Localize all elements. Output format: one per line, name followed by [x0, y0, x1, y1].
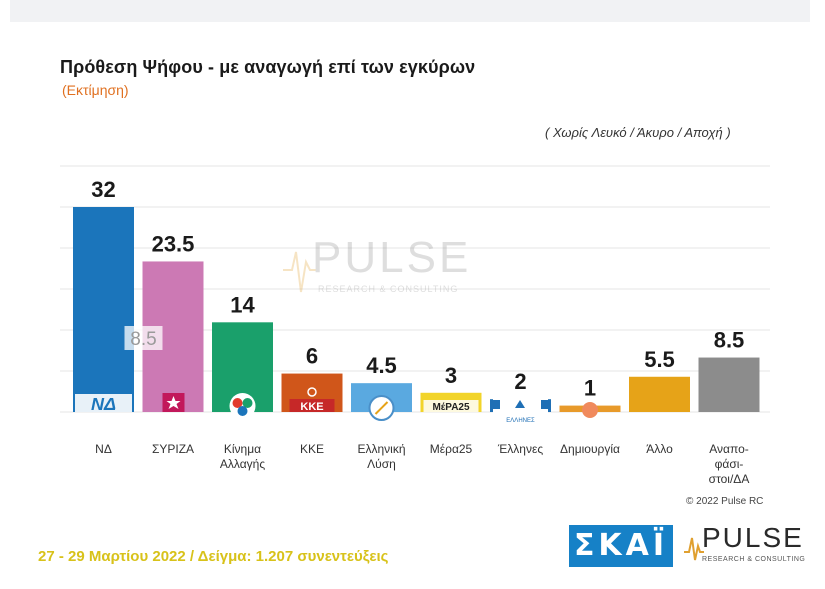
- category-label: Αλλαγής: [220, 457, 265, 471]
- value-label: 3: [445, 363, 457, 388]
- mera25-logo: ΜέΡΑ25: [432, 402, 470, 413]
- value-label: 23.5: [152, 231, 195, 256]
- category-label: στοι/ΔΑ: [709, 472, 750, 486]
- pulse-logo-tagline: RESEARCH & CONSULTING: [702, 556, 806, 563]
- category-label: Λύση: [367, 457, 396, 471]
- value-label: 2: [514, 369, 526, 394]
- watermark-tagline: RESEARCH & CONSULTING: [318, 284, 458, 294]
- syriza-star-icon: [166, 396, 181, 409]
- ellines-square: [491, 400, 500, 409]
- party-marks: 8.5 ΝΔ ΚΚΕ ΜέΡΑ25 ΕΛΛΗΝΕΣ: [75, 326, 598, 424]
- kinal-petal: [237, 406, 248, 416]
- value-label: 14: [230, 292, 255, 317]
- category-label: φάσι-: [715, 457, 744, 471]
- category-label: ΚΚΕ: [300, 442, 324, 456]
- skai-logo: ΣΚΑΪ: [569, 525, 673, 567]
- chart-note: ( Χωρίς Λευκό / Άκυρο / Αποχή ): [545, 125, 731, 140]
- kinal-petal: [242, 398, 253, 408]
- value-label: 4.5: [366, 353, 397, 378]
- ellines-horse-icon: [515, 400, 525, 408]
- category-label: Αναπο-: [709, 442, 749, 456]
- nd-logo-bg: [75, 394, 132, 412]
- pulse-logo-text: PULSE: [702, 522, 804, 553]
- kke-logo: [289, 399, 335, 412]
- bars: [73, 207, 760, 412]
- value-label: 6: [306, 344, 318, 369]
- ellines-square: [541, 400, 550, 409]
- chart-subtitle: (Εκτίμηση): [62, 82, 129, 98]
- watermark-pulse-line-icon: [283, 251, 318, 293]
- overlay-label: 8.5: [130, 329, 156, 350]
- kinal-petal: [232, 398, 243, 408]
- watermark-name: PULSE: [312, 233, 471, 282]
- value-label: 32: [91, 177, 115, 202]
- ellines-logo: ΕΛΛΗΝΕΣ: [506, 418, 535, 424]
- pulse-line-icon: [684, 537, 704, 561]
- pulse-watermark: PULSE RESEARCH & CONSULTING: [283, 233, 471, 294]
- kke-hammer-icon: [307, 387, 317, 397]
- kke-logo-text: ΚΚΕ: [300, 401, 323, 413]
- category-label: Δημιουργία: [560, 442, 620, 456]
- bar-9: [629, 376, 690, 412]
- category-label: Κίνημα: [224, 442, 261, 456]
- category-label: Έλληνες: [497, 442, 543, 456]
- top-bar: [10, 0, 810, 22]
- nd-logo: ΝΔ: [91, 394, 116, 414]
- value-label: 5.5: [644, 347, 675, 372]
- category-label: Μέρα25: [430, 442, 473, 456]
- bar-10: [698, 357, 760, 412]
- bar-1: [73, 207, 134, 412]
- survey-footer: 27 - 29 Μαρτίου 2022 / Δείγμα: 1.207 συν…: [38, 548, 389, 565]
- category-label: Ελληνική: [357, 442, 405, 456]
- dimiourgia-brain-icon: [582, 402, 598, 418]
- copyright: © 2022 Pulse RC: [686, 496, 764, 507]
- pulse-logo: PULSE RESEARCH & CONSULTING: [684, 522, 809, 568]
- overlay-label-bg: [124, 326, 163, 350]
- mera25-logo-bg: [423, 400, 479, 412]
- category-label: ΝΔ: [95, 442, 112, 456]
- compass-needle-icon: [374, 401, 389, 415]
- category-label: Άλλο: [646, 442, 673, 456]
- value-label: 1: [584, 376, 596, 401]
- chart-title: Πρόθεση Ψήφου - με αναγωγή επί των εγκύρ…: [60, 57, 476, 77]
- value-label: 8.5: [714, 328, 745, 353]
- category-label: ΣΥΡΙΖΑ: [152, 442, 194, 456]
